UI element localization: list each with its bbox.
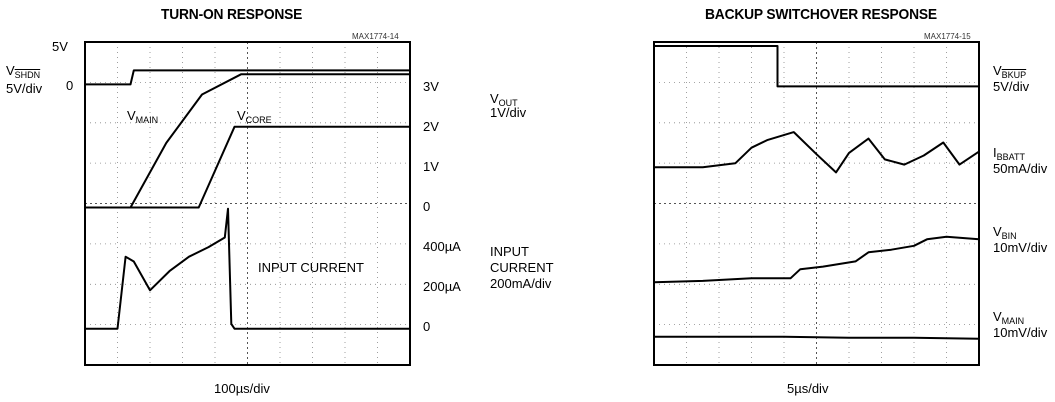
- chart2-plot: [653, 41, 980, 366]
- chart2-channel-scale-0: 5V/div: [993, 79, 1030, 94]
- chart1-trace-label-vmain: VMAIN: [127, 108, 159, 125]
- scope-grid: [85, 42, 410, 365]
- chart1-x-axis-label: 100µs/div: [214, 381, 270, 396]
- chart1-vshdn-scale: 5V/div: [6, 81, 43, 96]
- scope-grid: [654, 42, 979, 365]
- chart1-vout-label: VOUT: [490, 91, 518, 108]
- chart1-current-scale: 200mA/div: [490, 276, 552, 291]
- chart1-vout-scale: 1V/div: [490, 105, 527, 120]
- chart1-vshdn-label: VSHDN: [6, 63, 41, 80]
- series-vshdn-trace: [85, 69, 410, 86]
- chart2-part-id: MAX1774-15: [924, 32, 971, 41]
- chart1-trace-label-input-current: INPUT CURRENT: [258, 260, 364, 275]
- scope-frame: [84, 41, 411, 366]
- chart1-right-tick-6: 0: [423, 319, 431, 334]
- chart1-right-tick-3: 0: [423, 199, 431, 214]
- chart1-zero-value: 0: [66, 78, 74, 93]
- scope-frame: [653, 41, 980, 366]
- chart2-channel-scale-1: 50mA/div: [993, 161, 1048, 176]
- chart2-channel-label-1: IBBATT: [993, 145, 1025, 162]
- chart2-channel-label-2: VBIN: [993, 224, 1017, 241]
- chart1-top-value: 5V: [52, 39, 68, 54]
- chart1-title: TURN-ON RESPONSE: [161, 6, 303, 23]
- chart2-channel-scale-2: 10mV/div: [993, 240, 1048, 255]
- chart1-current-label-1: INPUT: [490, 244, 529, 259]
- chart1-right-tick-1: 2V: [423, 119, 439, 134]
- chart1-right-tick-0: 3V: [423, 79, 439, 94]
- chart2-channel-label-0: VBKUP: [993, 63, 1027, 80]
- chart1-part-id: MAX1774-14: [352, 32, 399, 41]
- series-vbkup-trace: [654, 45, 979, 88]
- chart1-trace-label-vcore: VCORE: [237, 108, 272, 125]
- chart2-title: BACKUP SWITCHOVER RESPONSE: [705, 6, 937, 23]
- chart2-channel-scale-3: 10mV/div: [993, 325, 1048, 340]
- chart2-channel-label-3: VMAIN: [993, 309, 1025, 326]
- series-vcore-trace: [85, 125, 410, 209]
- series-vmain-trace: [654, 335, 980, 340]
- chart1-right-tick-5: 200µA: [423, 279, 461, 294]
- chart1-current-label-2: CURRENT: [490, 260, 554, 275]
- series-vbin-trace: [653, 235, 980, 284]
- chart1-right-tick-2: 1V: [423, 159, 439, 174]
- chart1-right-tick-4: 400µA: [423, 239, 461, 254]
- series-input-current-trace: [85, 207, 410, 330]
- chart1-plot: [84, 41, 411, 366]
- series-ibbatt-trace: [654, 131, 980, 174]
- chart2-x-axis-label: 5µs/div: [787, 381, 829, 396]
